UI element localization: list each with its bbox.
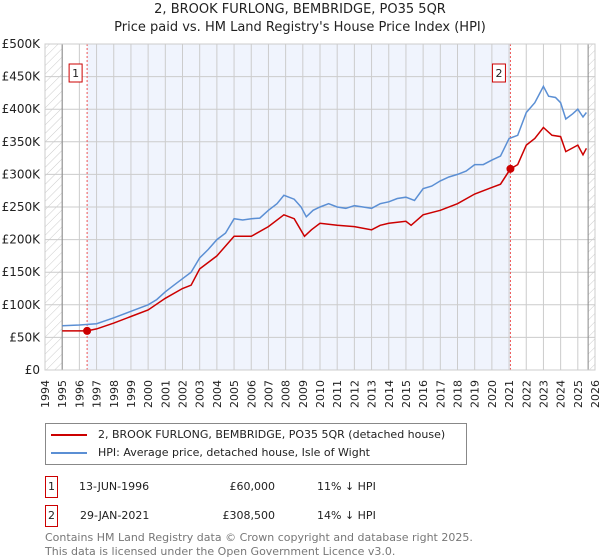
x-tick-label: 1999 bbox=[125, 380, 138, 408]
x-tick-label: 2019 bbox=[469, 380, 482, 408]
y-tick-label: £500K bbox=[2, 37, 42, 51]
x-tick-label: 2001 bbox=[159, 380, 172, 408]
x-tick-label: 1994 bbox=[39, 380, 52, 408]
sale-point bbox=[506, 164, 515, 173]
x-tick-label: 2022 bbox=[520, 380, 533, 408]
legend-label: 2, BROOK FURLONG, BEMBRIDGE, PO35 5QR (d… bbox=[98, 428, 446, 441]
sale-label: 1 bbox=[72, 67, 79, 80]
legend-item-hpi: HPI: Average price, detached house, Isle… bbox=[51, 445, 370, 461]
sale-row: 1 13-JUN-1996 £60,000 11% ↓ HPI bbox=[45, 476, 545, 498]
x-tick-label: 2026 bbox=[589, 380, 600, 408]
y-tick-label: £150K bbox=[2, 265, 42, 279]
legend-label: HPI: Average price, detached house, Isle… bbox=[98, 446, 370, 459]
sale-badge: 2 bbox=[45, 505, 58, 527]
x-tick-label: 1996 bbox=[73, 380, 86, 408]
x-tick-label: 2016 bbox=[417, 380, 430, 408]
series-line bbox=[62, 126, 588, 332]
chart-subtitle: Price paid vs. HM Land Registry's House … bbox=[114, 20, 486, 35]
x-tick-label: 2007 bbox=[262, 380, 275, 408]
y-tick-label: £350K bbox=[2, 135, 42, 149]
x-tick-label: 1998 bbox=[108, 380, 121, 408]
x-tick-label: 2003 bbox=[194, 380, 207, 408]
y-tick-label: £50K bbox=[9, 330, 41, 344]
sale-date: 29-JAN-2021 bbox=[80, 509, 150, 522]
x-tick-label: 2013 bbox=[366, 380, 379, 408]
x-tick-label: 2025 bbox=[572, 380, 585, 408]
y-tick-label: £200K bbox=[2, 233, 42, 247]
sale-badge: 1 bbox=[45, 476, 58, 498]
sale-row: 2 29-JAN-2021 £308,500 14% ↓ HPI bbox=[45, 505, 545, 527]
sale-price: £60,000 bbox=[229, 480, 276, 493]
legend-swatch-red bbox=[51, 434, 87, 436]
x-tick-label: 2002 bbox=[177, 380, 190, 408]
x-tick-label: 2021 bbox=[503, 380, 516, 408]
x-tick-label: 2017 bbox=[434, 380, 447, 408]
y-tick-label: £450K bbox=[2, 70, 42, 84]
legend-item-property: 2, BROOK FURLONG, BEMBRIDGE, PO35 5QR (d… bbox=[51, 427, 445, 443]
x-tick-label: 2006 bbox=[245, 380, 258, 408]
plot-frame bbox=[44, 43, 596, 371]
sale-price: £308,500 bbox=[222, 509, 276, 522]
sale-label-box bbox=[68, 63, 83, 83]
x-tick-label: 1995 bbox=[56, 380, 69, 408]
x-tick-label: 2010 bbox=[314, 380, 327, 408]
x-tick-label: 2008 bbox=[280, 380, 293, 408]
x-tick-label: 2000 bbox=[142, 380, 155, 408]
legend: 2, BROOK FURLONG, BEMBRIDGE, PO35 5QR (d… bbox=[45, 423, 467, 465]
footer-copyright: Contains HM Land Registry data © Crown c… bbox=[45, 531, 473, 544]
y-tick-label: £300K bbox=[2, 167, 42, 181]
x-tick-label: 2004 bbox=[211, 380, 224, 408]
legend-swatch-blue bbox=[51, 452, 87, 454]
x-tick-label: 2014 bbox=[383, 380, 396, 408]
x-tick-label: 2023 bbox=[537, 380, 550, 408]
y-tick-label: £0 bbox=[25, 363, 40, 377]
x-tick-label: 2005 bbox=[228, 380, 241, 408]
y-tick-label: £100K bbox=[2, 298, 42, 312]
sale-point bbox=[83, 326, 92, 335]
x-tick-label: 2024 bbox=[555, 380, 568, 408]
x-tick-label: 2018 bbox=[452, 380, 465, 408]
sale-label-box bbox=[491, 63, 506, 83]
footer-licence: This data is licensed under the Open Gov… bbox=[45, 545, 396, 558]
sale-hpi-diff: 14% ↓ HPI bbox=[317, 509, 376, 522]
x-tick-label: 2011 bbox=[331, 380, 344, 408]
sale-label: 2 bbox=[495, 67, 502, 80]
x-tick-label: 2015 bbox=[400, 380, 413, 408]
plot-area: 1994 1995 1996 1997 1998 1999 2000 2001 2002 2003… bbox=[2, 37, 600, 408]
x-tick-label: 2009 bbox=[297, 380, 310, 408]
series-line bbox=[62, 84, 587, 327]
y-tick-label: £400K bbox=[2, 102, 42, 116]
x-tick-label: 1997 bbox=[91, 380, 104, 408]
chart-title: 2, BROOK FURLONG, BEMBRIDGE, PO35 5QR bbox=[154, 2, 446, 17]
x-tick-label: 2020 bbox=[486, 380, 499, 408]
x-tick-label: 2012 bbox=[348, 380, 361, 408]
sale-date: 13-JUN-1996 bbox=[79, 480, 150, 493]
sale-hpi-diff: 11% ↓ HPI bbox=[317, 480, 376, 493]
y-tick-label: £250K bbox=[2, 200, 42, 214]
